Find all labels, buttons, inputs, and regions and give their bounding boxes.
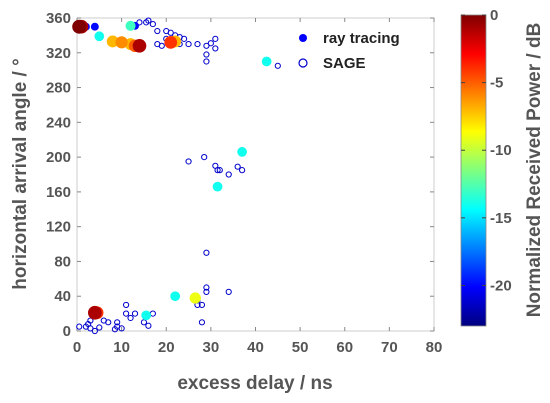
sage-point (274, 62, 281, 69)
legend-label-ray-tracing: ray tracing (323, 30, 400, 47)
sage-point (203, 284, 210, 291)
colorbar-tick-label: -10 (490, 142, 512, 159)
y-tick-label: 320 (46, 45, 71, 62)
sage-point (212, 35, 219, 42)
sage-point (145, 17, 152, 24)
sage-point (118, 325, 125, 332)
y-tick-label: 360 (46, 10, 71, 27)
ray-tracing-point (237, 147, 247, 157)
sage-point (76, 323, 83, 330)
plot-area (76, 17, 435, 332)
y-tick-label: 120 (46, 219, 71, 236)
sage-point (122, 310, 130, 317)
ray-tracing-point (90, 22, 99, 31)
x-axis-ticks: 0 10 20 30 40 50 60 70 80 (73, 18, 443, 356)
sage-point (216, 167, 223, 174)
colorbar (460, 14, 487, 327)
legend-marker-sage (298, 58, 308, 68)
y-tick-label: 0 (63, 323, 71, 340)
x-tick-label: 80 (426, 339, 443, 356)
sage-point (185, 40, 192, 48)
sage-point (154, 27, 161, 35)
y-axis-label: horizontal arrival angle / ° (10, 58, 31, 289)
x-tick-label: 30 (203, 339, 220, 356)
ray-tracing-point (212, 181, 223, 192)
x-tick-label: 70 (381, 339, 398, 356)
sage-point (201, 154, 208, 161)
sage-point (158, 42, 165, 49)
sage-point (167, 29, 174, 36)
sage-point (207, 40, 214, 47)
sage-point (203, 58, 210, 65)
sage-point (181, 35, 188, 42)
colorbar-tick-label: -20 (490, 277, 512, 294)
y-tick-label: 240 (46, 114, 71, 131)
ray-tracing-point (170, 291, 181, 302)
sage-point (145, 322, 152, 329)
legend-marker-ray-tracing (299, 34, 307, 42)
sage-point (212, 45, 219, 52)
y-axis-ticks: 0 40 80 120 160 200 240 280 320 360 (46, 10, 434, 340)
legend-label-sage: SAGE (323, 55, 366, 72)
x-tick-label: 40 (247, 339, 264, 356)
sage-point (149, 20, 156, 28)
colorbar-label: Normalized Received Power / dB (524, 23, 545, 318)
ray-tracing-point (164, 35, 178, 49)
ray-tracing-point (115, 36, 128, 49)
x-tick-label: 60 (336, 339, 353, 356)
sage-point (203, 288, 210, 295)
sage-point (203, 249, 210, 256)
y-tick-label: 160 (46, 184, 71, 201)
y-tick-label: 80 (54, 253, 71, 270)
colorbar-tick-label: -15 (490, 210, 512, 227)
sage-point (122, 301, 130, 309)
x-tick-label: 20 (158, 339, 175, 356)
ray-tracing-series (72, 19, 272, 321)
x-tick-label: 50 (292, 339, 309, 356)
sage-point (234, 163, 241, 170)
sage-point (198, 319, 206, 326)
sage-point (185, 158, 192, 165)
sage-point (131, 310, 139, 317)
colorbar-ticks: 0 -5 -10 -15 -20 (461, 7, 512, 294)
sage-point (114, 319, 121, 326)
x-axis-label: excess delay / ns (177, 373, 332, 394)
sage-point (203, 51, 210, 58)
ray-tracing-point (125, 20, 136, 31)
ray-tracing-point (106, 35, 119, 48)
sage-point (100, 317, 107, 324)
sage-point (225, 288, 232, 295)
sage-point (91, 327, 98, 335)
ray-tracing-point (132, 38, 147, 53)
ray-tracing-point (94, 31, 105, 42)
y-tick-label: 280 (46, 80, 71, 97)
sage-point (198, 301, 206, 309)
ray-tracing-point (72, 19, 87, 34)
sage-point (127, 314, 134, 322)
ray-tracing-point (88, 305, 102, 320)
colorbar-tick-label: -5 (490, 75, 503, 92)
sage-point (194, 40, 201, 48)
sage-point (140, 319, 148, 326)
sage-point (203, 42, 210, 49)
sage-point (239, 167, 246, 174)
colorbar-tick-label: 0 (490, 7, 498, 24)
y-tick-label: 40 (54, 288, 71, 305)
ray-tracing-point (141, 310, 152, 321)
sage-series (76, 17, 281, 335)
y-tick-label: 200 (46, 149, 71, 166)
legend: ray tracing SAGE (298, 30, 400, 72)
sage-point (225, 171, 232, 178)
sage-point (96, 324, 103, 331)
sage-point (214, 167, 221, 174)
x-tick-label: 10 (113, 339, 130, 356)
x-tick-label: 0 (73, 339, 81, 356)
sage-point (85, 320, 92, 328)
sage-point (111, 326, 119, 333)
ray-tracing-point (261, 56, 272, 67)
ray-tracing-point (189, 292, 201, 304)
